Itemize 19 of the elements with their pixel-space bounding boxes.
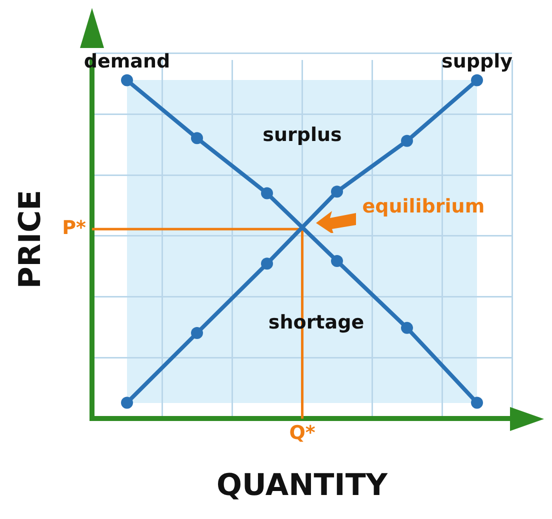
point <box>471 74 483 86</box>
point <box>191 327 203 340</box>
text: Q* <box>289 422 316 444</box>
x-axis-title: QUANTITY <box>216 468 389 503</box>
point <box>331 186 343 198</box>
point <box>121 396 133 409</box>
point <box>401 134 413 147</box>
series-label: supply <box>442 50 514 73</box>
point <box>121 74 133 86</box>
point <box>471 396 483 409</box>
point <box>331 254 343 267</box>
y-axis-title: PRICE <box>12 190 48 289</box>
ref-line-label: P* <box>62 217 86 240</box>
annotation: surplus <box>262 124 342 146</box>
annotation: equilibrium <box>362 195 485 218</box>
point <box>401 322 413 334</box>
point <box>261 258 273 270</box>
point <box>191 132 203 144</box>
point <box>261 187 273 200</box>
